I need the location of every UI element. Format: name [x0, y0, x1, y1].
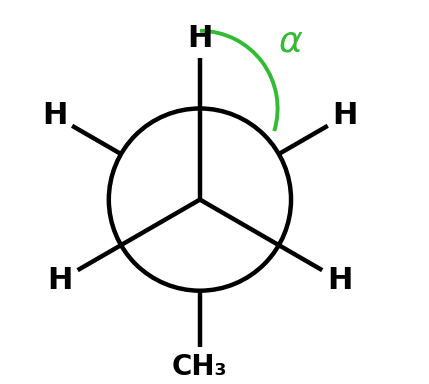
Text: H: H: [42, 101, 67, 130]
Text: $\alpha$: $\alpha$: [278, 25, 303, 58]
Text: H: H: [187, 24, 213, 53]
Text: H: H: [327, 266, 352, 295]
Text: H: H: [332, 101, 358, 130]
Text: H: H: [48, 266, 73, 295]
Text: CH₃: CH₃: [172, 353, 228, 381]
